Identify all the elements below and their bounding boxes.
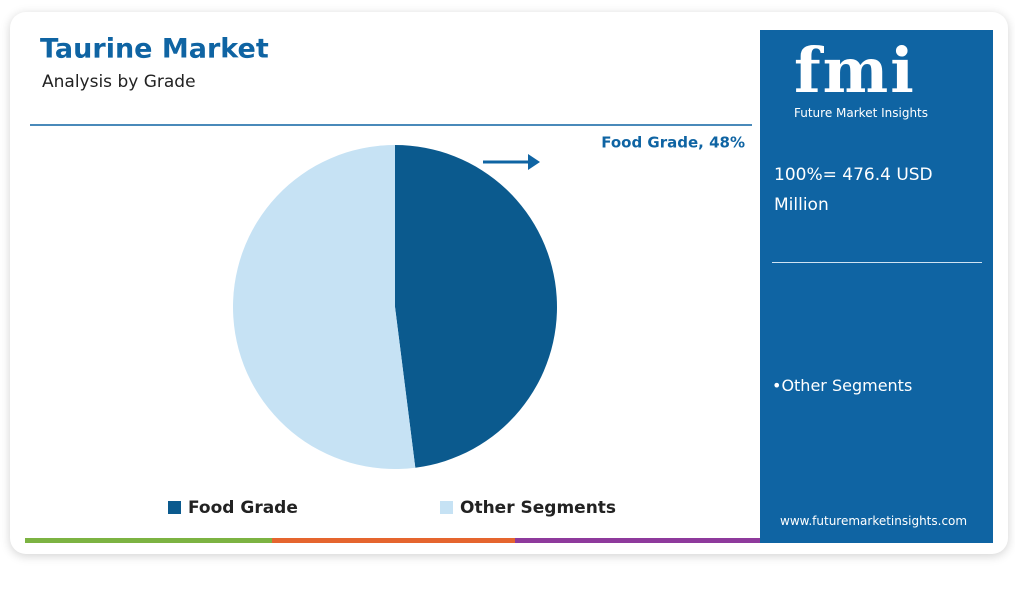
accent-bar xyxy=(25,538,272,543)
total: 100%= 476.4 USD Million xyxy=(774,165,933,215)
legend-label: Other Segments xyxy=(460,498,616,518)
legend-swatch xyxy=(440,501,453,514)
legend-label: Food Grade xyxy=(188,498,298,518)
accent-bar xyxy=(272,538,515,543)
sidebar: fmi Future Market Insights 100%= 476.4 U… xyxy=(760,30,993,543)
accent-bar xyxy=(515,538,760,543)
divider xyxy=(772,262,982,263)
title: Taurine Market xyxy=(40,34,269,65)
website: www.futuremarketinsights.com xyxy=(780,514,968,528)
brand: Future Market Insights xyxy=(794,106,929,120)
legend-swatch xyxy=(168,501,181,514)
pie-slice xyxy=(233,145,416,469)
pie-slice xyxy=(395,145,558,468)
segment: Other Segments xyxy=(772,376,912,395)
subtitle: Analysis by Grade xyxy=(42,72,196,92)
data-label: Food Grade, 48% xyxy=(601,134,745,152)
logo: fmi xyxy=(794,34,916,107)
arrow xyxy=(483,154,540,170)
